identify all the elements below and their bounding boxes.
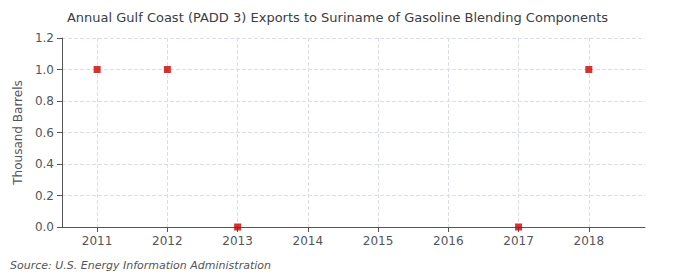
- svg-text:Source: U.S. Energy Informatio: Source: U.S. Energy Information Administ…: [10, 259, 271, 272]
- svg-text:1.2: 1.2: [35, 31, 54, 45]
- svg-text:2014: 2014: [293, 234, 324, 248]
- svg-text:2017: 2017: [503, 234, 534, 248]
- svg-text:0.8: 0.8: [35, 94, 54, 108]
- svg-text:2018: 2018: [574, 234, 605, 248]
- svg-text:2013: 2013: [222, 234, 253, 248]
- svg-text:2015: 2015: [363, 234, 394, 248]
- svg-text:0.2: 0.2: [35, 189, 54, 203]
- svg-text:0.0: 0.0: [35, 220, 54, 234]
- svg-text:2011: 2011: [82, 234, 113, 248]
- svg-text:2016: 2016: [433, 234, 464, 248]
- svg-text:Thousand Barrels: Thousand Barrels: [11, 80, 25, 185]
- svg-text:2012: 2012: [152, 234, 183, 248]
- svg-text:0.6: 0.6: [35, 126, 54, 140]
- svg-text:0.4: 0.4: [35, 157, 54, 171]
- svg-text:1.0: 1.0: [35, 63, 54, 77]
- svg-text:Annual Gulf Coast (PADD 3) Exp: Annual Gulf Coast (PADD 3) Exports to Su…: [67, 10, 608, 25]
